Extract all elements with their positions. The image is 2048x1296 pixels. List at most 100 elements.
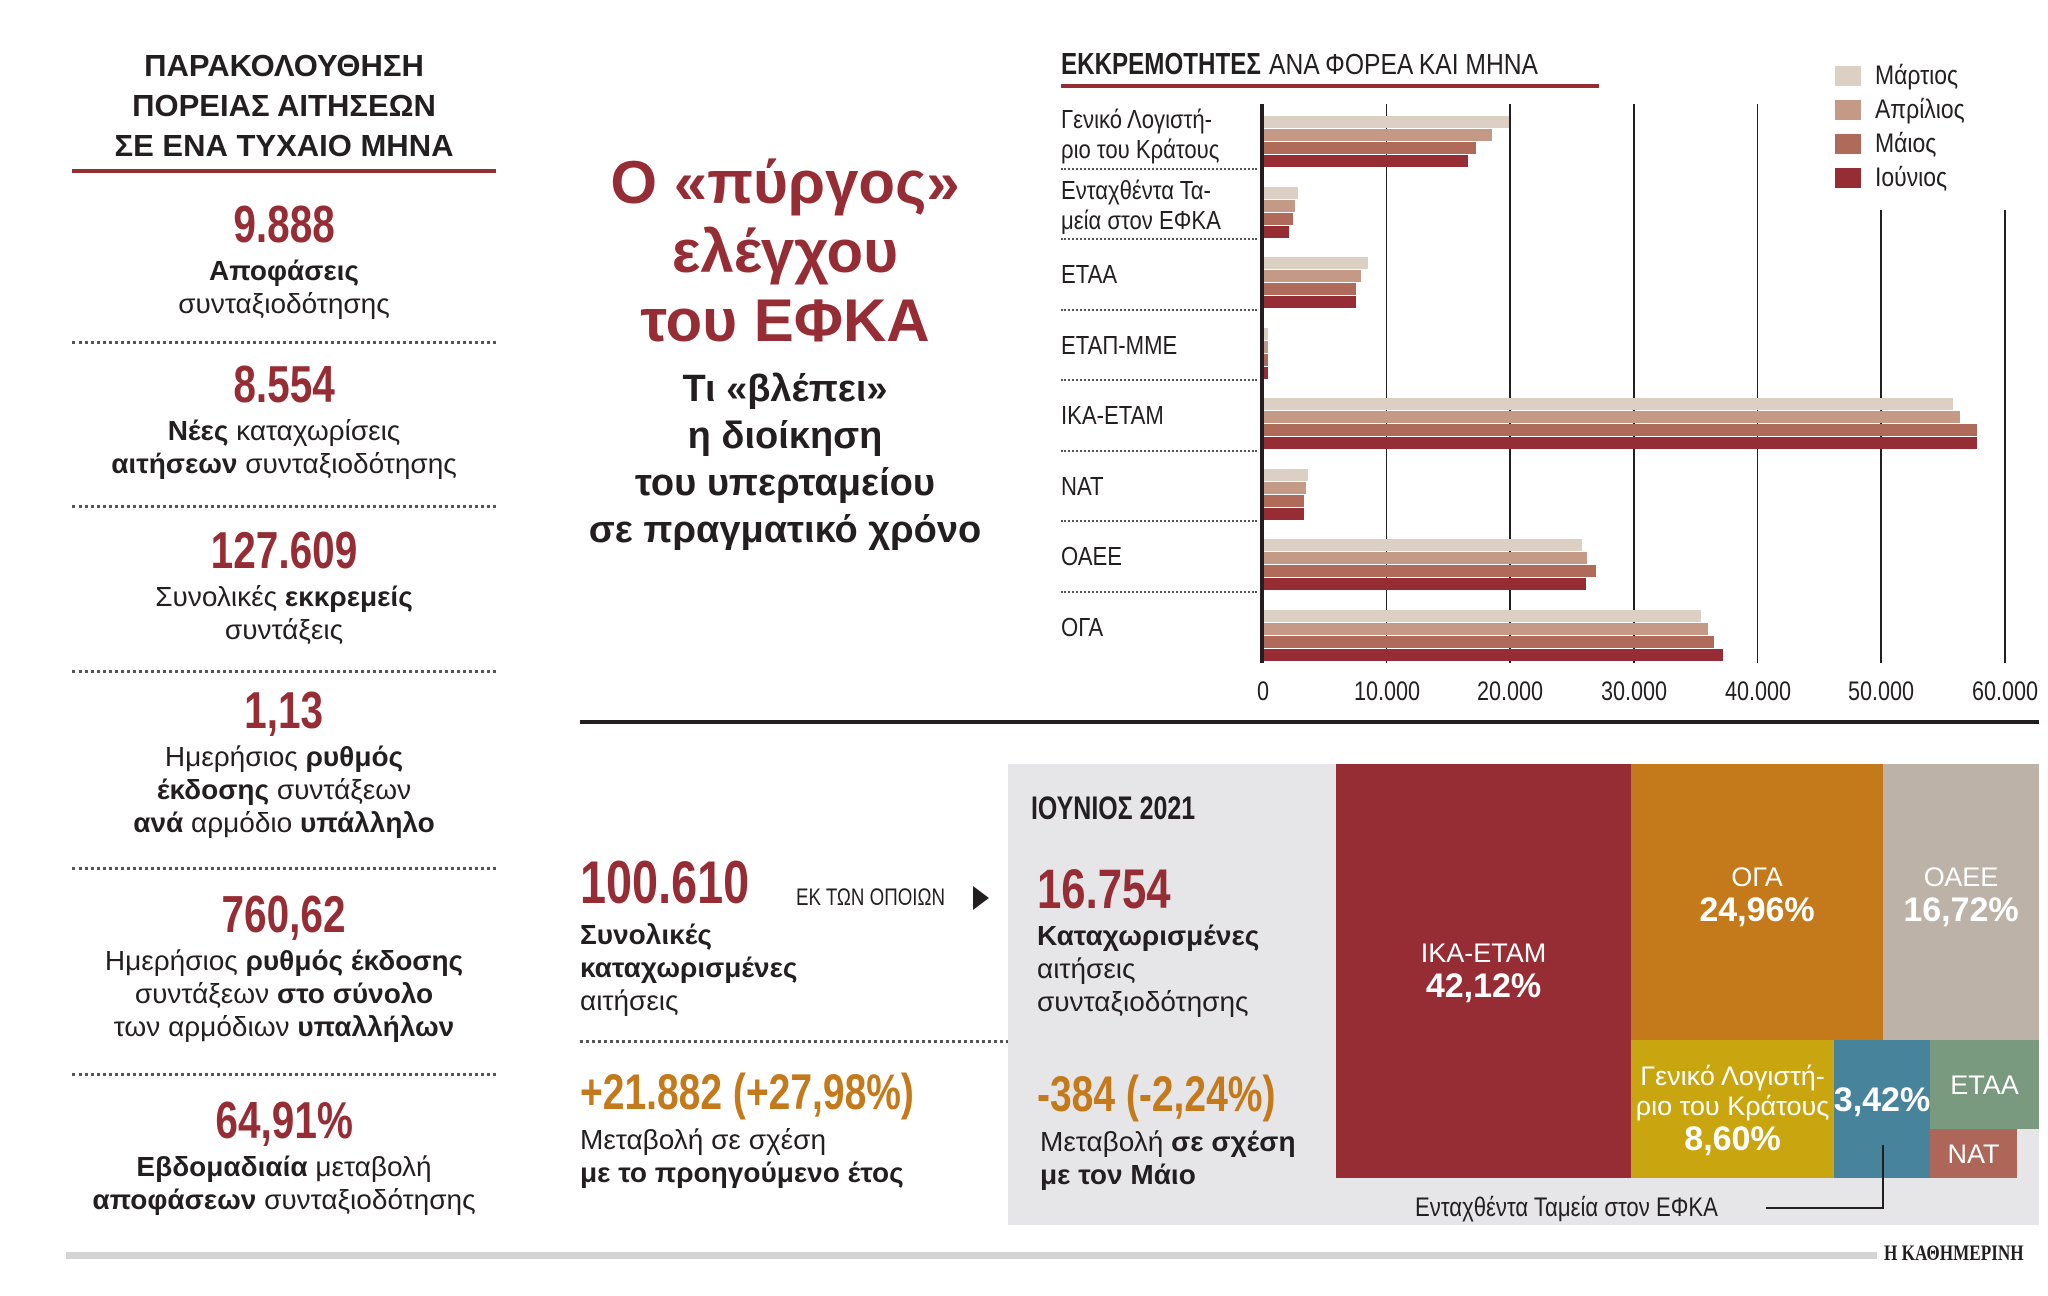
stat-block: 9.888 Αποφάσεις συνταξιοδότησης <box>72 196 496 320</box>
stat-value: 9.888 <box>72 196 496 254</box>
stat-value: 8.554 <box>72 356 496 414</box>
bar-Απρίλιος <box>1263 481 1307 494</box>
stat-caption-line: συντάξεις <box>72 613 496 646</box>
yearly-change-caption: Μεταβολή σε σχέση με το προηγούμενο έτος <box>580 1123 904 1189</box>
legend-label: Ιούνιος <box>1875 162 1948 192</box>
bar-Απρίλιος <box>1263 340 1268 353</box>
bar-Απρίλιος <box>1263 411 1961 423</box>
bar-Απρίλιος <box>1263 129 1492 141</box>
bar-Απρίλιος <box>1263 552 1587 564</box>
stat-caption-part: καταχωρίσεις <box>228 415 401 446</box>
stat-value: 1,13 <box>72 682 496 740</box>
stat-caption-part: ρυθμός έκδοσης <box>245 945 464 976</box>
stat-value-text: 1,13 <box>244 682 324 740</box>
stat-caption-part: συνταξιοδότησης <box>178 288 390 319</box>
treemap-cell-nat: ΝΑΤ <box>1930 1129 2017 1178</box>
bar-Απρίλιος <box>1263 199 1296 212</box>
bar-Μάρτιος <box>1263 539 1583 551</box>
treemap-cell-name: ΕΤΑΑ <box>1950 1069 2019 1100</box>
stat-caption-part: έκδοσης <box>156 774 270 805</box>
caption-line: Συνολικές <box>580 919 712 950</box>
subheadline-line: σε πραγματικό χρόνο <box>588 509 982 551</box>
gridline <box>1385 104 1388 663</box>
category-divider <box>1061 379 1257 381</box>
stat-caption-part: αποφάσεων <box>92 1184 257 1215</box>
caption-part: Μεταβολή <box>1040 1126 1164 1157</box>
bar-Μάιος <box>1263 142 1476 154</box>
stat-caption-part: αιτήσεων <box>111 448 238 479</box>
bar-Ιούνιος <box>1263 437 1977 449</box>
stat-caption-line: ανά αρμόδιο υπάλληλο <box>72 806 496 839</box>
axis-tick-label: 60.000 <box>1971 676 2039 706</box>
axis-tick-label: 10.000 <box>1353 676 1420 706</box>
category-label-line: ΟΓΑ <box>1061 611 1104 642</box>
caption-line: συνταξιοδότησης <box>1037 986 1249 1017</box>
bar-Ιούνιος <box>1263 296 1356 308</box>
subheadline-line: του υπερταμείου <box>635 462 935 504</box>
stat-caption-line: Ημερήσιος ρυθμός <box>72 740 496 773</box>
category-label: ΟΑΕΕ <box>1061 541 1133 571</box>
treemap-cell-value: 8,60% <box>1684 1120 1781 1158</box>
headline-line: ελέγχου <box>671 218 899 285</box>
legend-label: Μάρτιος <box>1875 60 1959 90</box>
stat-caption-line: Νέες καταχωρίσεις <box>72 414 496 447</box>
bar-Μάρτιος <box>1263 468 1308 481</box>
stat-value: 127.609 <box>72 522 496 580</box>
gridline <box>1756 104 1759 663</box>
stat-value-text: 64,91% <box>215 1092 353 1150</box>
caption-line: αιτήσεις <box>580 985 679 1016</box>
of-which-label: ΕΚ ΤΩΝ ΟΠΟΙΩΝ <box>796 884 990 912</box>
category-divider <box>1061 590 1257 593</box>
total-applications-value: 100.610 <box>580 849 750 916</box>
gridline <box>2004 210 2006 663</box>
category-label-line: ΝΑΤ <box>1061 470 1104 501</box>
stat-block: 127.609 Συνολικές εκκρεμείς συντάξεις <box>72 522 496 646</box>
dotted-divider <box>72 867 496 870</box>
june-title: ΙΟΥΝΙΟΣ 2021 <box>1031 790 1196 826</box>
bar-Μάρτιος <box>1263 116 1510 128</box>
stat-caption-part: Εβδομαδιαία <box>136 1151 308 1182</box>
legend-label: Απρίλιος <box>1875 94 1965 124</box>
left-title-line: ΠΟΡΕΙΑΣ ΑΙΤΗΣΕΩΝ <box>132 88 436 123</box>
category-label-line: ριο του Κράτους <box>1061 134 1220 164</box>
category-label-line: μεία στον ΕΦΚΑ <box>1061 204 1221 235</box>
treemap-cell-name: Γενικό Λογιστή- <box>1640 1061 1825 1091</box>
brand-logo: Η ΚΑΘΗΜΕΡΙΝΗ <box>1884 1240 2024 1265</box>
bar-Ιούνιος <box>1263 507 1304 520</box>
bar-Ιούνιος <box>1263 648 1724 661</box>
stat-caption-part: συντάξεων <box>269 774 412 805</box>
caption-line: αιτήσεις <box>1037 953 1136 984</box>
axis-tick-label: 40.000 <box>1724 676 1791 706</box>
stat-caption-part: των αρμόδιων <box>113 1011 298 1042</box>
bar-chart-title: ΕΚΚΡΕΜΟΤΗΤΕΣ ΑΝΑ ΦΟΡΕΑ ΚΑΙ ΜΗΝΑ <box>1061 46 1586 82</box>
caption-part: σε σχέση <box>1163 1126 1296 1157</box>
caption-line: με τον Μάιο <box>1040 1159 1196 1190</box>
bar-Μάρτιος <box>1263 186 1298 199</box>
bar-chart-title-bold: ΕΚΚΡΕΜΟΤΗΤΕΣ <box>1061 46 1261 81</box>
callout-label: Ενταχθέντα Ταμεία στον ΕΦΚΑ <box>1415 1192 1718 1222</box>
stat-caption-line: αποφάσεων συνταξιοδότησης <box>72 1183 496 1216</box>
stat-caption-line: των αρμόδιων υπαλλήλων <box>72 1010 496 1043</box>
category-label-line: Γενικό Λογιστή- <box>1061 104 1213 134</box>
treemap-cell-entaxthenta: 3,42% <box>1834 1040 1930 1178</box>
stat-caption-part: μεταβολή <box>307 1151 432 1182</box>
stat-caption-part: Συνολικές <box>155 581 285 612</box>
bar-Μάιος <box>1263 353 1268 366</box>
stat-value-text: 760,62 <box>221 886 347 944</box>
category-divider <box>1061 238 1257 240</box>
footer-rule <box>66 1252 1877 1259</box>
stat-caption-part: υπάλληλο <box>300 807 435 838</box>
category-label: ΝΑΤ <box>1061 471 1111 501</box>
treemap-cell-name: ΟΓΑ <box>1731 862 1783 892</box>
stat-caption-part: ανά <box>133 807 184 838</box>
category-label-line: ΕΤΑΠ-ΜΜΕ <box>1061 329 1178 360</box>
stat-caption-part: συνταξιοδότησης <box>256 1184 476 1215</box>
stat-caption-line: Αποφάσεις <box>72 254 496 287</box>
of-which-text: ΕΚ ΤΩΝ ΟΠΟΙΩΝ <box>796 884 946 911</box>
treemap-cell-glk: Γενικό Λογιστή- ριο του Κράτους 8,60% <box>1631 1040 1834 1178</box>
stat-caption-line: συντάξεων στο σύνολο <box>72 977 496 1010</box>
stat-caption-part: εκκρεμείς <box>284 581 413 612</box>
bar-Μάρτιος <box>1263 398 1954 410</box>
bar-Μάιος <box>1263 565 1596 577</box>
dotted-divider <box>72 1073 496 1076</box>
